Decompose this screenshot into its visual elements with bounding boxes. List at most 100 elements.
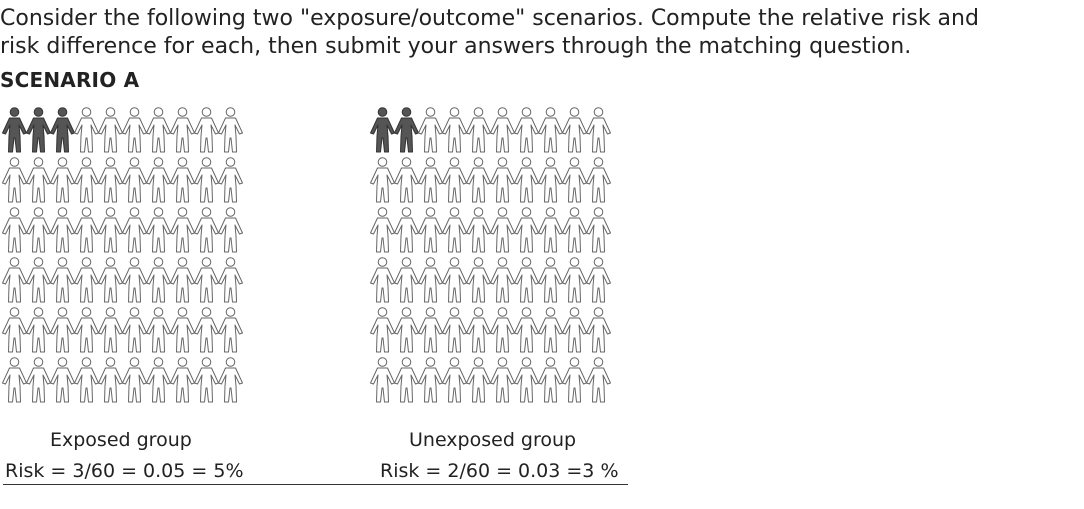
person-icon (26, 356, 51, 406)
person-icon (370, 356, 395, 406)
person-icon (146, 256, 171, 306)
person-icon (194, 156, 219, 206)
person-icon (562, 356, 587, 406)
person-icon (466, 156, 491, 206)
person-icon (50, 356, 75, 406)
person-icon-case (2, 106, 27, 156)
person-icon (586, 356, 611, 406)
person-icon (490, 306, 515, 356)
person-icon (586, 206, 611, 256)
person-icon (50, 206, 75, 256)
person-icon (538, 356, 563, 406)
person-icon (122, 156, 147, 206)
person-icon (2, 356, 27, 406)
unexposed-group-icon-grid (370, 106, 611, 406)
person-icon (586, 106, 611, 156)
person-icon (466, 206, 491, 256)
person-icon (170, 106, 195, 156)
person-icon (490, 256, 515, 306)
person-icon (50, 256, 75, 306)
person-icon (586, 156, 611, 206)
person-icon (194, 356, 219, 406)
person-icon (122, 256, 147, 306)
person-icon (562, 156, 587, 206)
person-icon (74, 156, 99, 206)
person-icon (394, 156, 419, 206)
person-icon (218, 106, 243, 156)
person-icon (170, 156, 195, 206)
person-icon (514, 256, 539, 306)
person-icon (538, 306, 563, 356)
underline-rule (3, 484, 628, 485)
person-icon (370, 306, 395, 356)
person-icon (490, 156, 515, 206)
person-icon (442, 356, 467, 406)
person-icon (370, 206, 395, 256)
person-icon (490, 356, 515, 406)
person-icon (50, 156, 75, 206)
person-icon-case (394, 106, 419, 156)
person-icon (2, 256, 27, 306)
unexposed-group-label: Unexposed group (409, 429, 577, 451)
person-icon (586, 256, 611, 306)
exposed-group-label: Exposed group (50, 429, 192, 451)
person-icon (218, 256, 243, 306)
person-icon (218, 156, 243, 206)
person-icon (218, 356, 243, 406)
person-icon (562, 256, 587, 306)
person-icon (538, 256, 563, 306)
unexposed-group-risk: Risk = 2/60 = 0.03 =3 % (380, 460, 619, 482)
exposed-group-risk: Risk = 3/60 = 0.05 = 5% (5, 460, 244, 482)
person-icon (466, 306, 491, 356)
person-icon (218, 306, 243, 356)
person-icon (394, 256, 419, 306)
person-icon (170, 356, 195, 406)
person-icon (26, 306, 51, 356)
person-icon (170, 306, 195, 356)
person-icon (418, 206, 443, 256)
person-icon (586, 306, 611, 356)
person-icon (74, 306, 99, 356)
person-icon (466, 256, 491, 306)
person-icon (562, 306, 587, 356)
person-icon (442, 206, 467, 256)
person-icon (418, 156, 443, 206)
person-icon (218, 206, 243, 256)
instructions-line-2: risk difference for each, then submit yo… (0, 34, 912, 59)
person-icon (562, 206, 587, 256)
person-icon (442, 156, 467, 206)
person-icon (194, 306, 219, 356)
person-icon (146, 156, 171, 206)
person-icon (50, 306, 75, 356)
person-icon-case (50, 106, 75, 156)
person-icon (146, 106, 171, 156)
person-icon (98, 256, 123, 306)
person-icon (442, 256, 467, 306)
person-icon (442, 306, 467, 356)
person-icon (370, 156, 395, 206)
person-icon (170, 256, 195, 306)
person-icon (194, 106, 219, 156)
person-icon (514, 206, 539, 256)
person-icon (26, 206, 51, 256)
person-icon (74, 256, 99, 306)
person-icon (442, 106, 467, 156)
person-icon (74, 106, 99, 156)
person-icon (490, 106, 515, 156)
person-icon (490, 206, 515, 256)
person-icon (74, 356, 99, 406)
person-icon (2, 156, 27, 206)
person-icon (122, 106, 147, 156)
person-icon (98, 106, 123, 156)
person-icon (170, 206, 195, 256)
exposed-group-icon-grid (2, 106, 243, 406)
person-icon (394, 306, 419, 356)
person-icon (418, 356, 443, 406)
person-icon (74, 206, 99, 256)
person-icon (514, 356, 539, 406)
instructions-line-1: Consider the following two "exposure/out… (0, 6, 979, 31)
person-icon (2, 206, 27, 256)
person-icon (538, 156, 563, 206)
person-icon (466, 106, 491, 156)
person-icon (514, 106, 539, 156)
